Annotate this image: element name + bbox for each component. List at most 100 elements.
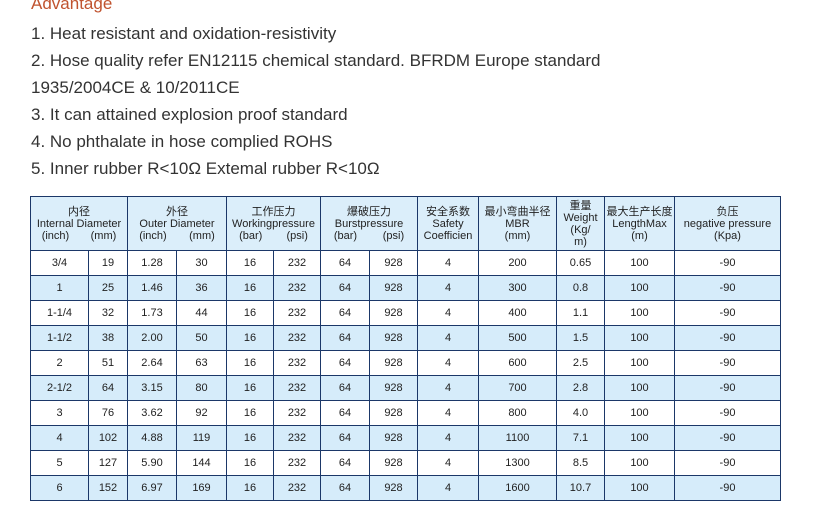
header-unit: (inch) [139,229,167,242]
table-cell: 928 [369,475,418,501]
table-cell: 232 [273,475,321,501]
table-cell: 64 [320,450,370,476]
table-cell: 38 [88,325,128,351]
table-cell: 928 [369,275,418,301]
header-line: MBR [505,217,530,230]
table-cell: 64 [320,400,370,426]
table-cell: 36 [176,275,227,301]
table-cell: 4 [417,375,479,401]
header-units: (inch) (mm) [31,230,127,242]
table-cell: 64 [320,475,370,501]
list-item: 3. It can attained explosion proof stand… [31,105,348,124]
table-cell: -90 [674,450,781,476]
table-cell: 64 [320,250,370,276]
table-row: 6 152 6.97 169 16 232 64 928 4 1600 10.7 100 -90 [30,475,781,501]
table-cell: 5 [30,450,89,476]
header-line: (mm) [504,229,531,242]
table-cell: 232 [273,425,321,451]
table-cell: 16 [226,450,274,476]
table-cell: 300 [478,275,557,301]
table-cell: 6 [30,475,89,501]
table-cell: 232 [273,275,321,301]
table-cell: 100 [604,475,675,501]
header-line: Workingpressure [232,217,315,230]
heading: Advantage [31,0,113,13]
table-cell: 928 [369,300,418,326]
table-cell: 200 [478,250,557,276]
table-cell: 3.62 [127,400,177,426]
table-cell: 16 [226,275,274,301]
table-cell: 3/4 [30,250,89,276]
table-cell: 5.90 [127,450,177,476]
table-cell: 4.88 [127,425,177,451]
table-cell: 800 [478,400,557,426]
table-cell: 6.97 [127,475,177,501]
table-cell: 80 [176,375,227,401]
table-cell: 64 [88,375,128,401]
table-cell: 16 [226,400,274,426]
table-cell: 2.5 [556,350,605,376]
table-cell: 232 [273,375,321,401]
header-unit: (mm) [90,229,117,242]
header-line: (Kg/ [570,223,591,236]
header-line: 最大生产长度 [606,205,673,218]
table-cell: 50 [176,325,227,351]
header-unit: (bar) [333,229,358,242]
header-line: 爆破压力 [347,205,391,218]
header-line: Safety [432,217,464,230]
table-cell: 16 [226,425,274,451]
header-cell: 最大生产长度 LengthMax (m) [604,196,675,251]
header-line: m) [574,235,587,248]
table-cell: 1100 [478,425,557,451]
table-cell: 100 [604,350,675,376]
header-line: 内径 [68,205,90,218]
table-cell: 64 [320,350,370,376]
table-cell: 64 [320,375,370,401]
table-cell: 4 [417,350,479,376]
table-cell: 1300 [478,450,557,476]
header-line: 外径 [166,205,188,218]
table-cell: 1600 [478,475,557,501]
table-cell: 144 [176,450,227,476]
table-row: 3 76 3.62 92 16 232 64 928 4 800 4.0 100 -90 [30,400,781,426]
header-line: 工作压力 [251,205,296,218]
table-cell: 928 [369,350,418,376]
header-line: Burstpressure [334,217,404,230]
header-unit: (mm) [189,229,215,242]
header-cell: 外径 Outer Diameter (inch) (mm) [127,196,227,251]
table-cell: 500 [478,325,557,351]
table-cell: -90 [674,275,781,301]
table-cell: 928 [369,250,418,276]
table-cell: 16 [226,325,274,351]
table-cell: 100 [604,250,675,276]
table-cell: 1.5 [556,325,605,351]
table-cell: -90 [674,425,781,451]
table-cell: 100 [604,275,675,301]
table-cell: -90 [674,250,781,276]
table-cell: 0.8 [556,275,605,301]
table-cell: 928 [369,450,418,476]
table-cell: 232 [273,350,321,376]
header-cell: 重量 Weight (Kg/m) [556,196,605,251]
table-cell: 400 [478,300,557,326]
table-cell: 4 [417,325,479,351]
table-cell: 16 [226,300,274,326]
table-cell: 2.64 [127,350,177,376]
table-cell: 232 [273,325,321,351]
table-cell: 7.1 [556,425,605,451]
header-units: (inch) (mm) [128,230,226,242]
table-cell: 16 [226,250,274,276]
table-cell: 102 [88,425,128,451]
spec-table: 内径 Internal Diameter (inch) (mm) 外径 Outer Dia… [30,196,781,501]
table-cell: 232 [273,450,321,476]
table-cell: 100 [604,450,675,476]
table-cell: 100 [604,400,675,426]
table-cell: 4 [417,300,479,326]
header-unit: (bar) [239,229,263,242]
table-row: 1-1/2 38 2.00 50 16 232 64 928 4 500 1.5 100 -90 [30,325,781,351]
header-cell: 爆破压力 Burstpressure (bar) (psi) [320,196,418,251]
table-cell: 92 [176,400,227,426]
table-cell: 2 [30,350,89,376]
table-cell: 8.5 [556,450,605,476]
table-cell: 4 [417,475,479,501]
